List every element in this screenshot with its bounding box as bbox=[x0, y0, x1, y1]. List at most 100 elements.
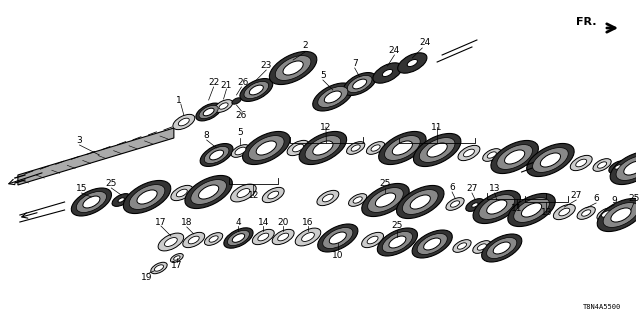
Ellipse shape bbox=[244, 81, 269, 99]
Text: FR.: FR. bbox=[576, 17, 596, 27]
Ellipse shape bbox=[373, 63, 402, 83]
Ellipse shape bbox=[486, 200, 507, 214]
Ellipse shape bbox=[576, 159, 587, 167]
Ellipse shape bbox=[493, 242, 510, 254]
Ellipse shape bbox=[219, 103, 228, 109]
Ellipse shape bbox=[209, 236, 218, 242]
Ellipse shape bbox=[504, 150, 525, 164]
Ellipse shape bbox=[540, 153, 561, 167]
Ellipse shape bbox=[199, 105, 218, 119]
Ellipse shape bbox=[224, 228, 253, 248]
Text: 23: 23 bbox=[260, 60, 272, 69]
Ellipse shape bbox=[367, 236, 378, 244]
Ellipse shape bbox=[491, 140, 538, 173]
Text: 26: 26 bbox=[237, 77, 249, 86]
Ellipse shape bbox=[329, 232, 346, 244]
Ellipse shape bbox=[173, 256, 180, 260]
Ellipse shape bbox=[76, 191, 106, 212]
Text: 13: 13 bbox=[541, 207, 552, 217]
Ellipse shape bbox=[323, 228, 353, 249]
Text: 17: 17 bbox=[171, 260, 182, 269]
Ellipse shape bbox=[243, 132, 290, 164]
Ellipse shape bbox=[427, 143, 447, 157]
Ellipse shape bbox=[392, 141, 412, 155]
Ellipse shape bbox=[292, 144, 303, 152]
Ellipse shape bbox=[348, 76, 372, 92]
Ellipse shape bbox=[514, 197, 549, 222]
Text: 14: 14 bbox=[257, 218, 269, 227]
Ellipse shape bbox=[318, 86, 348, 108]
Ellipse shape bbox=[214, 100, 233, 112]
Ellipse shape bbox=[451, 201, 460, 207]
Ellipse shape bbox=[154, 265, 164, 271]
Ellipse shape bbox=[593, 159, 611, 172]
Ellipse shape bbox=[463, 149, 474, 157]
Text: 22: 22 bbox=[208, 77, 220, 86]
Ellipse shape bbox=[269, 52, 317, 84]
Text: 24: 24 bbox=[420, 37, 431, 46]
Ellipse shape bbox=[497, 145, 532, 169]
Text: 2: 2 bbox=[302, 41, 308, 50]
Ellipse shape bbox=[275, 56, 311, 80]
Ellipse shape bbox=[624, 161, 640, 175]
Text: 25: 25 bbox=[106, 179, 117, 188]
Ellipse shape bbox=[313, 141, 333, 155]
Ellipse shape bbox=[177, 189, 188, 197]
Ellipse shape bbox=[417, 234, 447, 254]
Text: 18: 18 bbox=[181, 218, 193, 227]
Ellipse shape bbox=[179, 118, 189, 126]
Text: 8: 8 bbox=[204, 131, 209, 140]
Ellipse shape bbox=[191, 180, 227, 204]
Ellipse shape bbox=[419, 138, 455, 163]
Ellipse shape bbox=[616, 156, 640, 180]
Text: 20: 20 bbox=[278, 218, 289, 227]
Ellipse shape bbox=[268, 191, 278, 199]
Ellipse shape bbox=[385, 136, 420, 160]
Ellipse shape bbox=[382, 231, 413, 252]
Ellipse shape bbox=[602, 211, 611, 217]
Ellipse shape bbox=[482, 234, 522, 262]
Ellipse shape bbox=[317, 190, 339, 206]
Ellipse shape bbox=[295, 228, 321, 246]
Ellipse shape bbox=[137, 190, 157, 204]
Ellipse shape bbox=[299, 132, 347, 164]
Ellipse shape bbox=[458, 243, 467, 249]
Ellipse shape bbox=[232, 234, 244, 242]
Ellipse shape bbox=[472, 203, 478, 207]
Ellipse shape bbox=[258, 233, 269, 241]
Ellipse shape bbox=[232, 98, 241, 104]
Ellipse shape bbox=[466, 199, 484, 212]
Ellipse shape bbox=[248, 136, 284, 160]
Ellipse shape bbox=[237, 188, 250, 197]
Text: 27: 27 bbox=[467, 183, 477, 193]
Ellipse shape bbox=[351, 145, 360, 151]
Ellipse shape bbox=[413, 133, 461, 166]
Text: 6: 6 bbox=[449, 182, 455, 191]
Ellipse shape bbox=[231, 145, 250, 157]
Ellipse shape bbox=[479, 195, 515, 220]
Ellipse shape bbox=[235, 147, 246, 155]
Ellipse shape bbox=[323, 194, 333, 202]
Ellipse shape bbox=[362, 183, 409, 217]
Ellipse shape bbox=[453, 240, 471, 252]
Ellipse shape bbox=[173, 114, 195, 130]
Ellipse shape bbox=[198, 185, 219, 199]
Ellipse shape bbox=[371, 145, 380, 151]
Ellipse shape bbox=[559, 208, 570, 216]
Ellipse shape bbox=[262, 188, 284, 203]
Ellipse shape bbox=[252, 229, 275, 244]
Ellipse shape bbox=[158, 233, 184, 251]
Ellipse shape bbox=[367, 142, 385, 154]
Text: 19: 19 bbox=[141, 274, 153, 283]
Ellipse shape bbox=[477, 244, 486, 250]
Ellipse shape bbox=[397, 53, 427, 73]
Ellipse shape bbox=[527, 143, 574, 177]
Ellipse shape bbox=[210, 150, 223, 160]
Ellipse shape bbox=[376, 193, 396, 207]
Ellipse shape bbox=[287, 140, 309, 156]
Text: 7: 7 bbox=[352, 59, 358, 68]
Ellipse shape bbox=[473, 241, 491, 253]
Ellipse shape bbox=[118, 198, 124, 202]
Ellipse shape bbox=[353, 79, 367, 89]
Text: 1: 1 bbox=[176, 95, 182, 105]
